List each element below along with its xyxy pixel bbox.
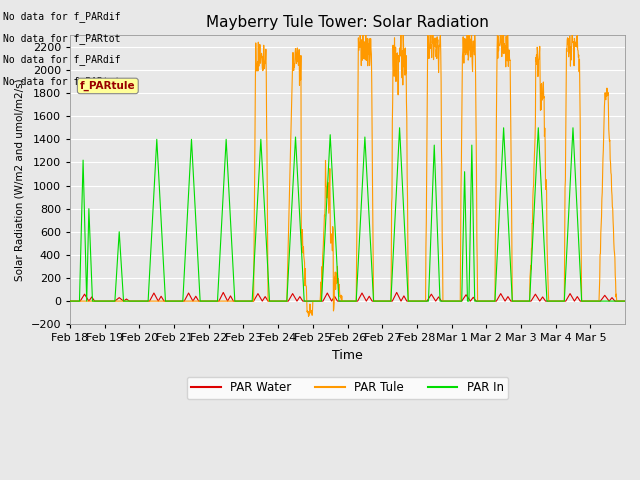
Text: No data for f_PARtot: No data for f_PARtot [3, 76, 121, 87]
Text: f_PARtule: f_PARtule [80, 81, 136, 91]
X-axis label: Time: Time [332, 349, 363, 362]
Title: Mayberry Tule Tower: Solar Radiation: Mayberry Tule Tower: Solar Radiation [206, 15, 489, 30]
Text: No data for f_PARdif: No data for f_PARdif [3, 54, 121, 65]
Legend: PAR Water, PAR Tule, PAR In: PAR Water, PAR Tule, PAR In [187, 377, 508, 399]
Y-axis label: Solar Radiation (W/m2 and umol/m2/s): Solar Radiation (W/m2 and umol/m2/s) [15, 78, 25, 281]
Text: No data for f_PARdif: No data for f_PARdif [3, 11, 121, 22]
Text: No data for f_PARtot: No data for f_PARtot [3, 33, 121, 44]
